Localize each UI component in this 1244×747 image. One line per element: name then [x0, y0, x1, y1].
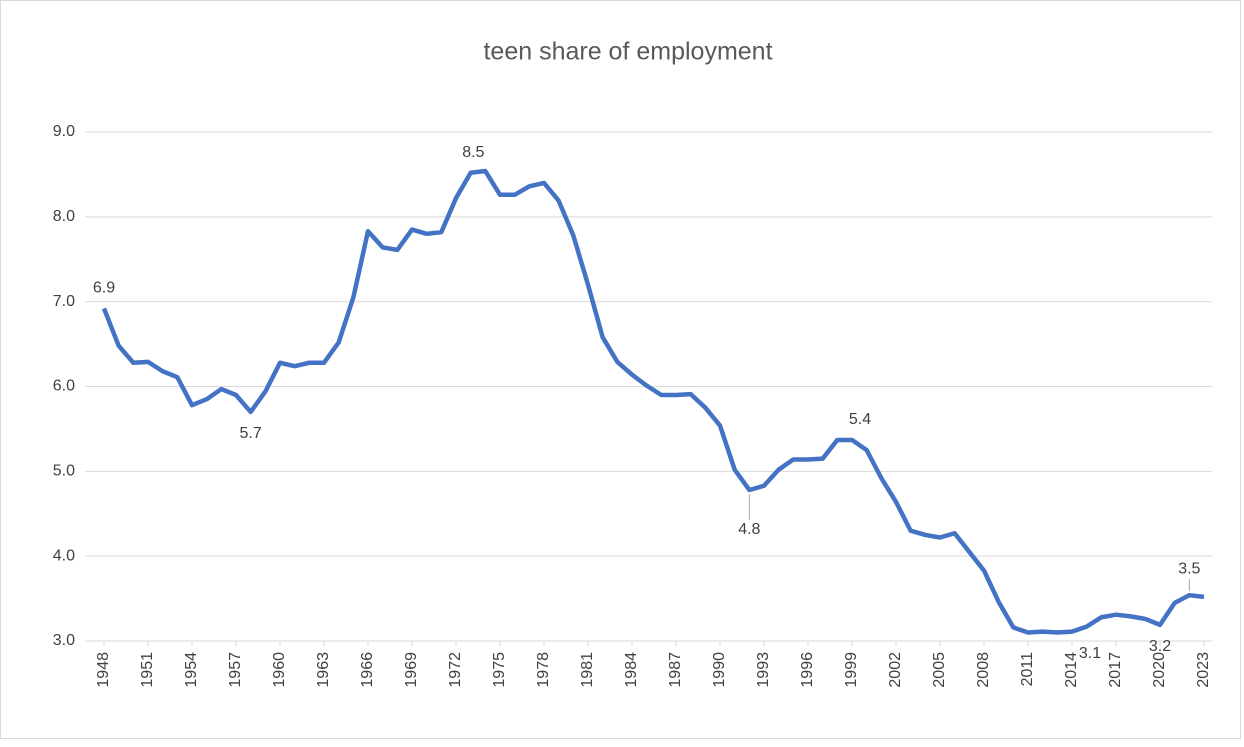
y-tick-label: 4.0 [53, 547, 75, 564]
x-tick-label: 1957 [227, 652, 244, 688]
y-tick-label: 7.0 [53, 293, 75, 310]
x-tick-label: 1966 [359, 652, 376, 688]
x-tick-label: 2017 [1107, 652, 1124, 688]
x-tick-label: 1984 [623, 652, 640, 688]
x-tick-label: 1996 [799, 652, 816, 688]
data-label: 5.7 [240, 425, 262, 442]
x-tick-label: 1951 [139, 652, 156, 688]
x-tick-label: 2014 [1063, 652, 1080, 688]
x-tick-label: 2002 [887, 652, 904, 688]
y-tick-label: 8.0 [53, 208, 75, 225]
x-tick-label: 2008 [975, 652, 992, 688]
x-tick-label: 1993 [755, 652, 772, 688]
data-line [101, 168, 1205, 635]
y-tick-label: 9.0 [53, 123, 75, 140]
x-tick-label: 2020 [1151, 652, 1168, 688]
x-tick-label: 1954 [183, 652, 200, 688]
data-label: 4.8 [738, 521, 760, 538]
data-label: 3.2 [1149, 638, 1171, 655]
x-tick-label: 1975 [491, 652, 508, 688]
x-tick-label: 1987 [667, 652, 684, 688]
x-tick-label: 1948 [95, 652, 112, 688]
x-tick-label: 1981 [579, 652, 596, 688]
x-tick-label: 2005 [931, 652, 948, 688]
data-label: 3.5 [1178, 560, 1200, 577]
x-tick-label: 2023 [1195, 652, 1212, 688]
y-tick-label: 3.0 [53, 632, 75, 649]
data-label: 6.9 [93, 280, 115, 297]
x-tick-label: 2011 [1019, 652, 1036, 687]
chart-title: teen share of employment [483, 38, 772, 66]
x-tick-label: 1990 [711, 652, 728, 688]
x-tick-label: 1999 [843, 652, 860, 688]
data-label: 3.1 [1079, 645, 1101, 662]
data-label: 5.4 [849, 411, 871, 428]
x-tick-label: 1963 [315, 652, 332, 688]
x-tick-label: 1978 [535, 652, 552, 688]
y-tick-label: 6.0 [53, 378, 75, 395]
y-tick-label: 5.0 [53, 463, 75, 480]
data-label: 8.5 [462, 144, 484, 161]
x-tick-label: 1960 [271, 652, 288, 688]
x-tick-label: 1969 [403, 652, 420, 688]
x-tick-label: 1972 [447, 652, 464, 688]
